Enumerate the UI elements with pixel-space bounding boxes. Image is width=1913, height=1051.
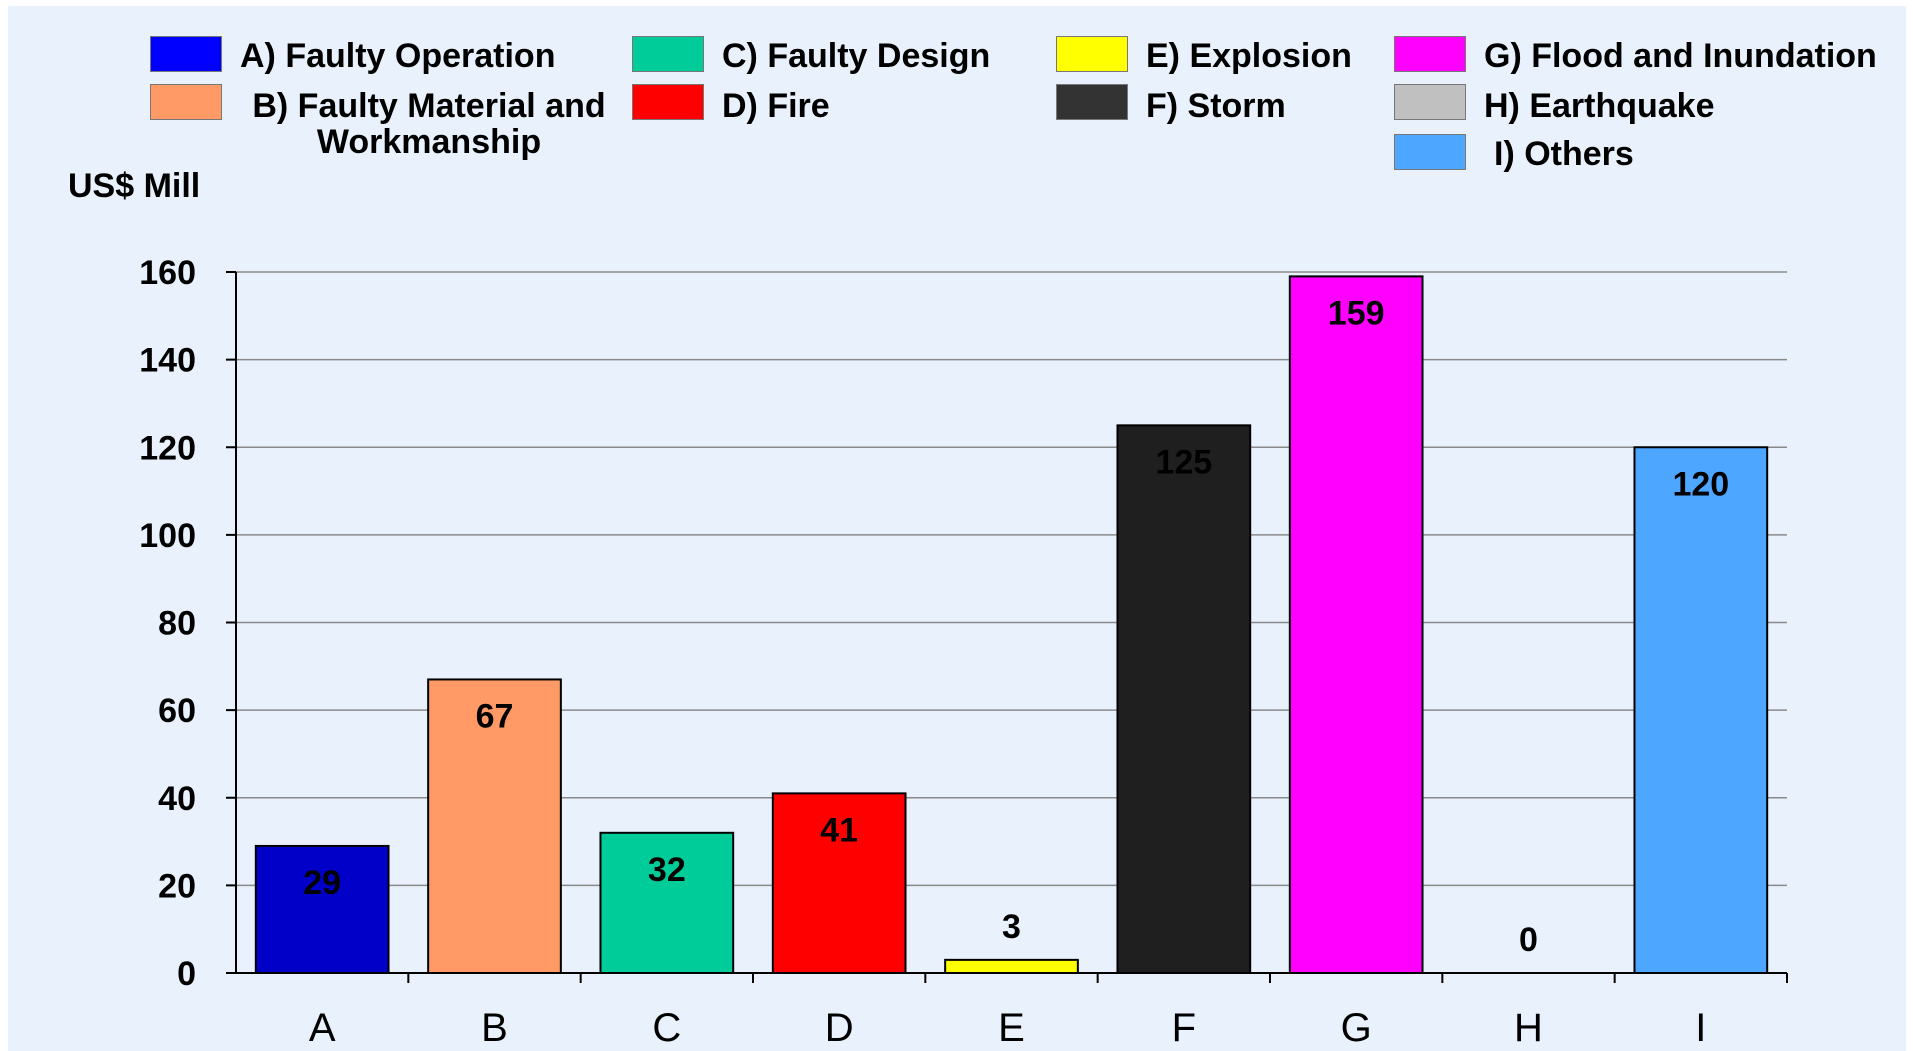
y-tick-label-160: 160 xyxy=(139,254,196,292)
bar-d xyxy=(771,792,907,975)
y-tick-label-20: 20 xyxy=(158,867,196,905)
value-label-c: 32 xyxy=(648,851,686,889)
legend-label-a: A) Faulty Operation xyxy=(240,37,556,75)
legend-label-h: H) Earthquake xyxy=(1484,87,1715,125)
y-tick-label-100: 100 xyxy=(139,517,196,555)
value-label-f: 125 xyxy=(1155,443,1212,481)
legend-label-e: E) Explosion xyxy=(1146,37,1352,75)
value-label-g: 159 xyxy=(1328,294,1385,332)
legend-swatch-c xyxy=(632,36,704,72)
legend-swatch-f xyxy=(1056,84,1128,120)
legend-swatch-i xyxy=(1394,134,1466,170)
bar-a xyxy=(254,844,390,974)
bar-f xyxy=(1116,424,1252,974)
legend-swatch-d xyxy=(632,84,704,120)
value-label-a: 29 xyxy=(303,864,341,902)
value-label-e: 3 xyxy=(1002,908,1021,946)
y-tick-label-0: 0 xyxy=(177,955,196,993)
y-tick-label-60: 60 xyxy=(158,692,196,730)
y-tick-label-80: 80 xyxy=(158,605,196,643)
bar-g xyxy=(1288,275,1424,975)
legend-swatch-g xyxy=(1394,36,1466,72)
value-label-i: 120 xyxy=(1672,465,1729,503)
bar-e xyxy=(944,958,1079,975)
legend-label-i: I) Others xyxy=(1494,135,1634,173)
legend-label-f: F) Storm xyxy=(1146,87,1286,125)
legend-label-g: G) Flood and Inundation xyxy=(1484,37,1877,75)
x-tick-label-c: C xyxy=(652,1006,681,1050)
y-axis-label: US$ Mill xyxy=(68,167,201,205)
y-tick-label-40: 40 xyxy=(158,780,196,818)
x-tick-label-d: D xyxy=(825,1006,854,1050)
x-tick-label-h: H xyxy=(1514,1006,1543,1050)
legend-swatch-e xyxy=(1056,36,1128,72)
x-tick-label-e: E xyxy=(998,1006,1025,1050)
x-tick-label-a: A xyxy=(309,1006,336,1050)
y-tick-label-120: 120 xyxy=(139,429,196,467)
legend-label-b: B) Faulty Material and Workmanship xyxy=(252,87,606,161)
bar-i xyxy=(1633,446,1769,974)
x-tick-label-g: G xyxy=(1341,1006,1372,1050)
legend-label-c: C) Faulty Design xyxy=(722,37,991,75)
legend-label-d: D) Fire xyxy=(722,87,830,125)
legend-swatch-a xyxy=(150,36,222,72)
value-label-d: 41 xyxy=(820,811,858,849)
value-label-h: 0 xyxy=(1519,921,1538,959)
y-tick-label-140: 140 xyxy=(139,342,196,380)
value-label-b: 67 xyxy=(476,697,514,735)
x-tick-label-i: I xyxy=(1695,1006,1706,1050)
legend-swatch-h xyxy=(1394,84,1466,120)
x-tick-label-b: B xyxy=(481,1006,508,1050)
bar-c xyxy=(599,831,735,974)
legend-swatch-b xyxy=(150,84,222,120)
x-tick-label-f: F xyxy=(1172,1006,1196,1050)
bar-b xyxy=(427,678,562,974)
